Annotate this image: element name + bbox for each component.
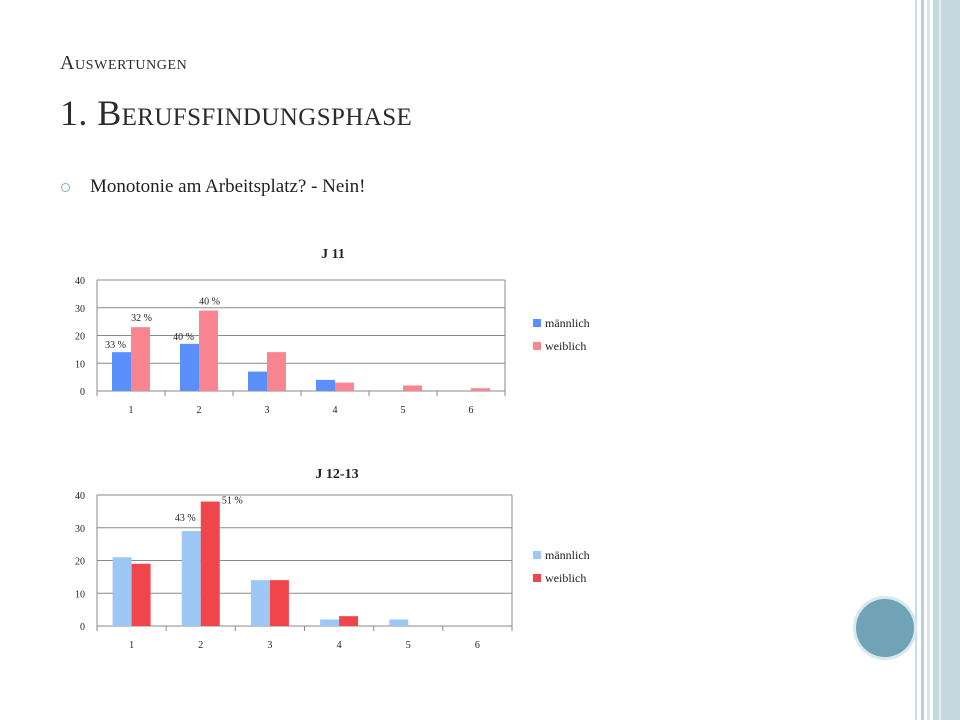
y-tick-label: 10 bbox=[75, 359, 85, 370]
y-tick-label: 30 bbox=[75, 524, 85, 535]
bar-männlich-4 bbox=[316, 379, 335, 391]
data-label: 32 % bbox=[131, 313, 152, 324]
legend-label: männlich bbox=[545, 316, 590, 330]
y-tick-label: 30 bbox=[75, 304, 85, 315]
legend-label: weiblich bbox=[545, 571, 586, 585]
bar-männlich-4 bbox=[320, 619, 340, 626]
y-tick-label: 10 bbox=[75, 589, 85, 600]
decorative-circle bbox=[856, 599, 914, 657]
y-tick-label: 40 bbox=[75, 276, 85, 287]
x-tick-label: 3 bbox=[267, 640, 272, 651]
chart-j12-13: J 12-13 0 10 20 30 40 1 2 3 4 5 6 43 % 51 % männlich we… bbox=[75, 467, 590, 651]
bar-männlich-1 bbox=[112, 557, 132, 626]
data-label: 51 % bbox=[222, 496, 243, 507]
y-tick-label: 0 bbox=[80, 622, 85, 633]
slide-subtitle: Auswertungen bbox=[60, 52, 188, 74]
bullet-icon bbox=[61, 182, 70, 192]
bullet-item: Monotonie am Arbeitsplatz? - Nein! bbox=[60, 176, 365, 198]
x-tick-label: 5 bbox=[401, 405, 406, 416]
legend-swatch bbox=[533, 319, 541, 327]
x-tick-label: 2 bbox=[198, 640, 203, 651]
x-tick-label: 6 bbox=[475, 640, 480, 651]
x-tick-label: 1 bbox=[129, 640, 134, 651]
right-decorative-border bbox=[915, 0, 960, 720]
bar-weiblich-4 bbox=[335, 382, 354, 391]
x-tick-label: 3 bbox=[265, 405, 270, 416]
chart-title: J 11 bbox=[321, 247, 345, 262]
bullet-text: Monotonie am Arbeitsplatz? - Nein! bbox=[90, 176, 366, 197]
chart-title: J 12-13 bbox=[315, 467, 358, 482]
data-label: 40 % bbox=[173, 332, 194, 343]
data-label: 43 % bbox=[175, 513, 196, 524]
bar-weiblich-4 bbox=[339, 616, 359, 626]
slide-title: 1. Berufsfindungsphase bbox=[60, 93, 413, 133]
bar-weiblich-5 bbox=[403, 385, 422, 391]
bar-weiblich-2 bbox=[199, 310, 218, 391]
bar-männlich-2 bbox=[181, 531, 201, 626]
x-tick-label: 4 bbox=[333, 405, 338, 416]
x-tick-label: 2 bbox=[197, 405, 202, 416]
bar-männlich-3 bbox=[248, 371, 267, 391]
y-tick-label: 20 bbox=[75, 557, 85, 568]
y-tick-label: 40 bbox=[75, 491, 85, 502]
legend-label: männlich bbox=[545, 548, 590, 562]
bar-weiblich-6 bbox=[471, 388, 490, 391]
bar-weiblich-3 bbox=[269, 580, 289, 626]
legend-swatch bbox=[533, 574, 541, 582]
x-tick-label: 1 bbox=[129, 405, 134, 416]
y-tick-label: 20 bbox=[75, 332, 85, 343]
bar-weiblich-3 bbox=[267, 352, 286, 391]
x-tick-label: 4 bbox=[337, 640, 342, 651]
bar-männlich-2 bbox=[180, 343, 199, 391]
bar-weiblich-2 bbox=[200, 501, 220, 626]
bar-weiblich-1 bbox=[131, 563, 151, 626]
data-label: 40 % bbox=[199, 297, 220, 308]
x-tick-label: 5 bbox=[406, 640, 411, 651]
legend-label: weiblich bbox=[545, 339, 586, 353]
bar-weiblich-1 bbox=[131, 327, 150, 391]
legend-swatch bbox=[533, 342, 541, 350]
bar-männlich-5 bbox=[389, 619, 409, 626]
legend-swatch bbox=[533, 551, 541, 559]
x-tick-label: 6 bbox=[469, 405, 474, 416]
y-tick-label: 0 bbox=[80, 387, 85, 398]
chart-j11: J 11 0 10 20 30 40 1 2 3 4 5 6 33 % 40 % 32 % 40 % männl… bbox=[75, 247, 590, 416]
data-label: 33 % bbox=[105, 340, 126, 351]
bar-männlich-3 bbox=[250, 580, 270, 626]
bar-männlich-1 bbox=[112, 352, 131, 391]
